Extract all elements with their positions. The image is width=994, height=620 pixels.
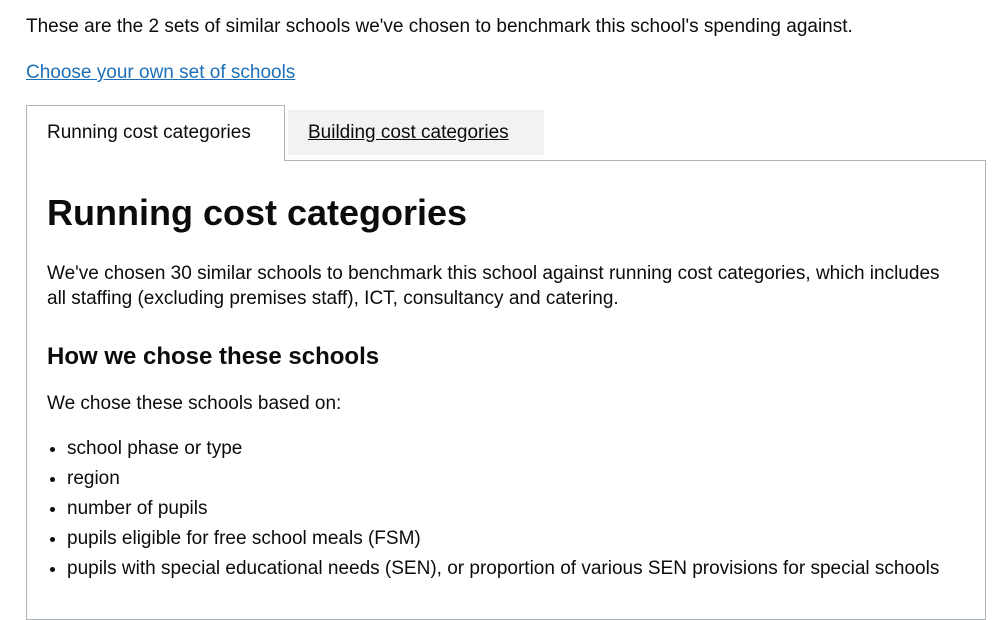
list-item: school phase or type: [67, 436, 947, 461]
list-item: region: [67, 466, 947, 491]
criteria-list: school phase or type region number of pu…: [47, 436, 947, 586]
based-on-text: We chose these schools based on:: [47, 393, 342, 414]
panel-description: We've chosen 30 similar schools to bench…: [47, 263, 940, 309]
choose-own-schools-link[interactable]: Choose your own set of schools: [26, 62, 296, 83]
panel-title: Running cost categories: [47, 192, 468, 233]
subheading: How we chose these schools: [47, 343, 380, 370]
tab-building-cost[interactable]: Building cost categories: [288, 110, 544, 155]
tab-running-cost[interactable]: Running cost categories: [26, 105, 285, 161]
tab-panel-running-cost: Running cost categories We've chosen 30 …: [26, 160, 986, 620]
list-item: pupils with special educational needs (S…: [67, 556, 947, 581]
list-item: number of pupils: [67, 496, 947, 521]
list-item: pupils eligible for free school meals (F…: [67, 526, 947, 551]
intro-text: These are the 2 sets of similar schools …: [26, 16, 853, 37]
